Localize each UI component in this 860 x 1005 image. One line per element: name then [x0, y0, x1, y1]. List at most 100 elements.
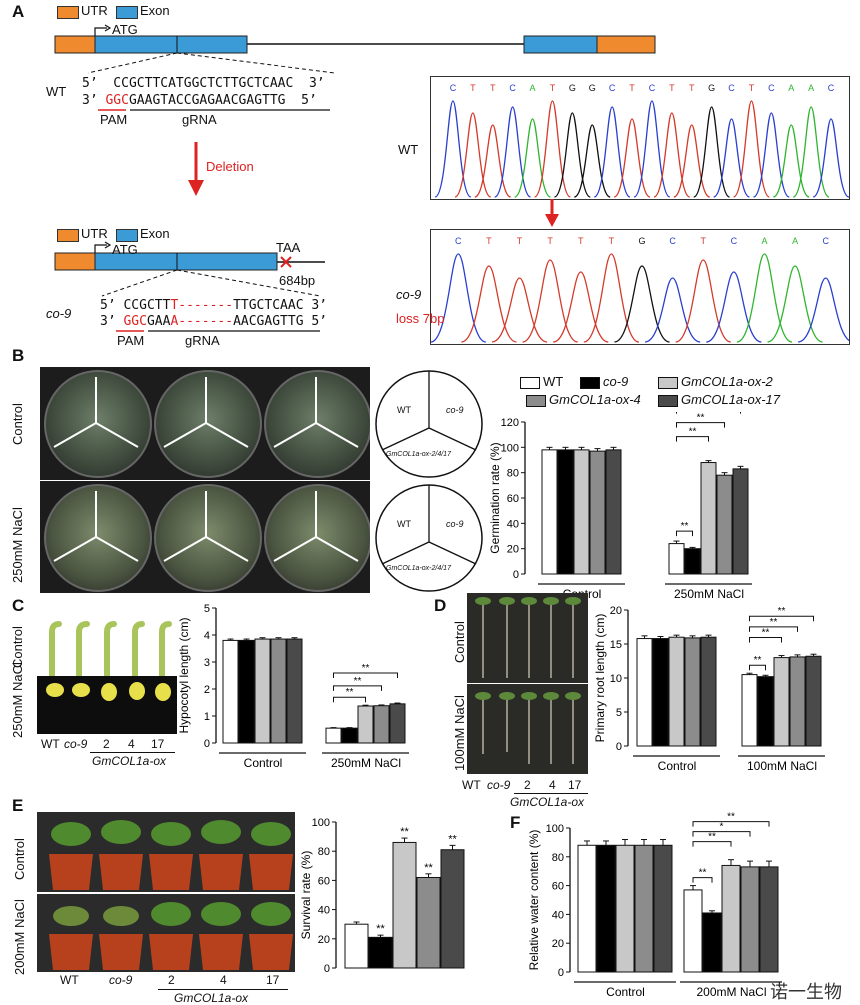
significance-star: ** — [770, 617, 778, 628]
trace-peak — [797, 277, 854, 343]
d-ox-label: GmCOL1a-ox — [510, 795, 585, 809]
legend-swatch-ox17 — [658, 395, 678, 407]
significance-bracket — [676, 436, 709, 442]
base-call: T — [609, 236, 615, 246]
trace-peak — [553, 271, 609, 343]
base-call: C — [509, 83, 516, 93]
d-axis-4: 4 — [549, 778, 556, 792]
d-axis-2: 2 — [524, 778, 531, 792]
base-call: T — [629, 83, 635, 93]
bar — [668, 636, 685, 747]
bar — [721, 864, 741, 973]
base-call: A — [788, 83, 794, 93]
bar — [286, 638, 303, 744]
base-call: C — [455, 236, 462, 246]
y-tick-label: 10 — [610, 673, 622, 685]
b-row-control: Control — [10, 403, 25, 445]
y-tick-label: 5 — [616, 707, 622, 719]
significance-bracket — [676, 412, 741, 414]
c-axis-co9: co-9 — [64, 737, 88, 751]
significance-star: ** — [754, 655, 762, 666]
y-tick-label: 100 — [312, 817, 330, 829]
base-call: C — [609, 83, 616, 93]
co9-grna-label: gRNA — [185, 333, 220, 348]
atg-label-2: ATG — [112, 242, 138, 257]
wt-seq-top: 5’ CCGCTTCATGGCTCTTGCTCAAC 3’ — [82, 76, 325, 91]
trace-peak — [736, 253, 793, 343]
bar — [541, 449, 558, 575]
group-label: Control — [606, 985, 645, 999]
key-ox-2: GmCOL1a-ox-2/4/17 — [386, 565, 451, 572]
bar — [222, 639, 239, 744]
y-axis-label: Survival rate (%) — [300, 851, 313, 940]
base-call: G — [589, 83, 596, 93]
trace-peak — [713, 118, 750, 198]
wt-pam-label: PAM — [100, 112, 128, 127]
exon-label-2: Exon — [140, 226, 170, 241]
wt-underline — [98, 109, 330, 111]
hypocotyl-chart: 0 1 2 3 4 5 Hypocotyl length (cm) Control 250mM … — [177, 603, 409, 770]
y-tick-label: 0 — [324, 963, 330, 975]
significance-bracket — [749, 664, 766, 671]
c-ox-label: GmCOL1a-ox — [92, 754, 167, 768]
legend-ox17: GmCOL1a-ox-17 — [681, 392, 780, 407]
base-call: C — [649, 83, 656, 93]
panel-label-c: C — [12, 596, 25, 615]
y-axis-label: Germination rate (%) — [488, 442, 502, 553]
e-axis-wt: WT — [60, 973, 79, 987]
trace-peak — [593, 106, 631, 198]
base-call: G — [708, 83, 715, 93]
bar — [341, 727, 358, 744]
significance-bracket — [692, 831, 751, 837]
significance-star: ** — [448, 833, 457, 845]
y-tick-label: 60 — [552, 881, 564, 893]
water-content-chart: 0 20 40 60 80 100 Relative water content (%) Co… — [527, 812, 782, 999]
trace-peak — [644, 277, 701, 343]
y-tick-label: 100 — [501, 442, 519, 454]
group-label: 250mM NaCl — [331, 756, 401, 770]
y-tick-label: 40 — [507, 518, 519, 530]
trace-peak — [430, 253, 487, 343]
trace-peak — [706, 271, 762, 343]
bar — [700, 462, 717, 575]
bar — [740, 866, 760, 973]
trace-peak — [633, 100, 671, 198]
trace-peak — [673, 124, 710, 198]
bp-label: 684bp — [279, 273, 316, 288]
wt-grna-label: gRNA — [182, 112, 217, 127]
gene-model-co9 — [54, 241, 325, 297]
y-tick-label: 120 — [501, 417, 519, 429]
base-call: C — [828, 83, 835, 93]
bar — [716, 474, 733, 575]
y-tick-label: 0 — [616, 741, 622, 753]
base-call: T — [669, 83, 675, 93]
legend-wt: WT — [543, 374, 564, 389]
significance-star: ** — [727, 812, 735, 823]
c-axis-wt: WT — [41, 737, 60, 751]
key-co9-1: co-9 — [446, 405, 464, 415]
base-call: A — [530, 83, 536, 93]
trace-peak — [792, 106, 830, 198]
key-wt-1: WT — [397, 405, 411, 415]
base-call: T — [517, 236, 523, 246]
loss-label: loss 7bp — [396, 311, 445, 326]
bar — [668, 543, 685, 575]
legend-ox2: GmCOL1a-ox-2 — [681, 374, 773, 389]
bar — [757, 676, 774, 747]
co9-underline — [116, 330, 320, 332]
base-call: A — [808, 83, 814, 93]
bar — [557, 449, 574, 575]
root-control-photo — [467, 593, 588, 683]
bar — [684, 637, 701, 747]
base-call: T — [749, 83, 755, 93]
trace-peak — [773, 124, 810, 198]
d-axis-co9: co-9 — [487, 778, 511, 792]
panel-label-e: E — [12, 796, 24, 815]
exon-swatch-2 — [116, 229, 138, 242]
bar — [684, 548, 701, 575]
base-call: C — [669, 236, 676, 246]
e-row-control: Control — [12, 838, 27, 880]
y-tick-label: 80 — [318, 846, 330, 858]
significance-star: ** — [424, 862, 433, 874]
